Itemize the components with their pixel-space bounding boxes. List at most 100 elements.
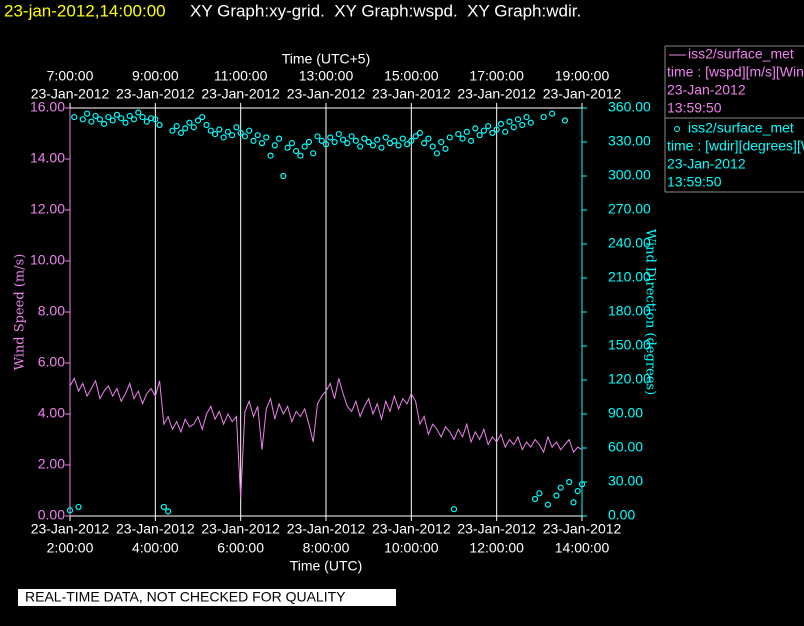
y-tick-label: 14.00 <box>30 150 65 166</box>
x-tick-date: 23-Jan-2012 <box>287 521 366 537</box>
wind-direction-point <box>399 135 406 142</box>
y2-axis-title: Wind Direction (degrees) <box>643 229 658 395</box>
wind-direction-point <box>92 112 99 120</box>
wind-direction-point <box>280 172 287 180</box>
chart-title: XY Graph:xy-grid. XY Graph:wspd. XY Grap… <box>190 1 581 20</box>
wind-direction-point <box>502 128 509 135</box>
wind-direction-point <box>288 140 295 147</box>
wind-direction-point <box>122 119 129 126</box>
wind-direction-point <box>331 138 338 146</box>
x2-tick-label: 9:00:00 <box>132 68 179 84</box>
y2-tick-label: 120.00 <box>608 371 651 387</box>
wind-direction-point <box>224 128 231 135</box>
wind-direction-point <box>267 152 274 159</box>
wind-direction-point <box>467 137 475 144</box>
y2-tick-label: 270.00 <box>608 201 651 217</box>
wind-direction-point <box>344 140 351 147</box>
y-tick-label: 10.00 <box>30 252 65 268</box>
wind-direction-point <box>71 113 78 121</box>
wind-direction-point <box>96 116 103 123</box>
footer: REAL-TIME DATA, NOT CHECKED FOR QUALITY <box>25 589 346 605</box>
wind-direction-point <box>527 119 534 126</box>
legend-info: 23-Jan-2012 <box>667 82 746 98</box>
wind-direction-point <box>246 127 253 134</box>
wind-direction-point <box>489 129 496 137</box>
legend-swatch <box>674 126 680 132</box>
x-tick-label: 4:00:00 <box>132 540 179 556</box>
timestamp: 23-jan-2012,14:00:00 <box>4 1 166 20</box>
wind-direction-point <box>536 490 543 497</box>
wind-direction-point <box>241 133 249 140</box>
wind-direction-point <box>75 503 82 511</box>
wind-direction-point <box>459 135 466 142</box>
wind-direction-point <box>229 132 236 139</box>
x-axis-title: Time (UTC) <box>290 558 363 574</box>
wind-direction-point <box>207 127 214 134</box>
legend-info: time : [wspd][m/s][Wind <box>667 64 804 80</box>
legend-info: 23-Jan-2012 <box>667 156 746 172</box>
wind-direction-point <box>374 136 381 143</box>
wind-direction-point <box>335 130 342 138</box>
wind-direction-point <box>382 134 389 141</box>
x-tick-date: 23-Jan-2012 <box>116 521 195 537</box>
x2-tick-label: 17:00:00 <box>469 68 524 84</box>
wind-direction-point <box>557 484 564 491</box>
wind-direction-point <box>254 132 261 139</box>
x-tick-label: 8:00:00 <box>303 540 350 556</box>
wind-direction-point <box>203 121 210 129</box>
wind-direction-point <box>442 145 449 152</box>
footer-box <box>18 589 396 606</box>
wind-direction-point <box>83 110 91 117</box>
x2-tick-label: 11:00:00 <box>214 68 268 84</box>
wind-direction-point <box>549 110 556 117</box>
wind-direction-point <box>143 118 150 125</box>
wind-direction-point <box>118 115 125 122</box>
wind-direction-point <box>339 136 347 143</box>
y2-tick-label: 240.00 <box>608 235 651 251</box>
wind-direction-point <box>305 138 313 146</box>
wind-direction-point <box>506 118 513 125</box>
x-tick-date: 23-Jan-2012 <box>201 521 280 537</box>
x2-axis-title: Time (UTC+5) <box>282 51 371 67</box>
y2-tick-label: 30.00 <box>608 473 643 489</box>
wind-direction-point <box>570 499 577 506</box>
wind-direction-point <box>105 113 112 121</box>
wind-direction-point <box>318 137 325 144</box>
wind-direction-point <box>446 134 453 141</box>
wind-direction-point <box>293 147 300 155</box>
y2-tick-label: 0.00 <box>608 507 635 523</box>
wind-direction-point <box>553 492 560 499</box>
wind-direction-point <box>216 126 223 133</box>
wind-direction-point <box>233 124 240 131</box>
x2-tick-date: 23-Jan-2012 <box>201 86 280 102</box>
wind-direction-point <box>301 143 308 150</box>
wind-direction-point <box>421 140 428 147</box>
y2-tick-label: 210.00 <box>608 269 651 285</box>
wind-direction-point <box>194 117 202 124</box>
y2-tick-label: 330.00 <box>608 133 651 149</box>
wind-direction-point <box>258 140 266 147</box>
wind-direction-point <box>109 117 116 124</box>
wind-direction-point <box>88 118 95 125</box>
y2-tick-label: 150.00 <box>608 337 651 353</box>
wind-direction-point <box>493 126 500 133</box>
wind-direction-point <box>425 135 432 142</box>
wind-direction-point <box>310 150 317 157</box>
x2-tick-label: 7:00:00 <box>47 68 94 84</box>
wind-direction-point <box>271 142 278 149</box>
wind-direction-point <box>485 123 492 130</box>
y-axis-title: Wind Speed (m/s) <box>13 254 28 371</box>
wind-speed-line <box>69 377 583 499</box>
wind-direction-point <box>561 117 569 124</box>
wind-direction-point <box>540 113 547 121</box>
x-tick-date: 23-Jan-2012 <box>457 521 536 537</box>
wind-direction-point <box>199 113 206 121</box>
legend-label: iss2/surface_met <box>688 120 794 136</box>
x2-tick-date: 23-Jan-2012 <box>372 86 451 102</box>
x2-tick-label: 13:00:00 <box>299 68 354 84</box>
wind-direction-point <box>79 116 86 123</box>
y-tick-label: 12.00 <box>30 201 65 217</box>
x2-tick-date: 23-Jan-2012 <box>287 86 366 102</box>
x2-tick-date: 23-Jan-2012 <box>543 86 622 102</box>
